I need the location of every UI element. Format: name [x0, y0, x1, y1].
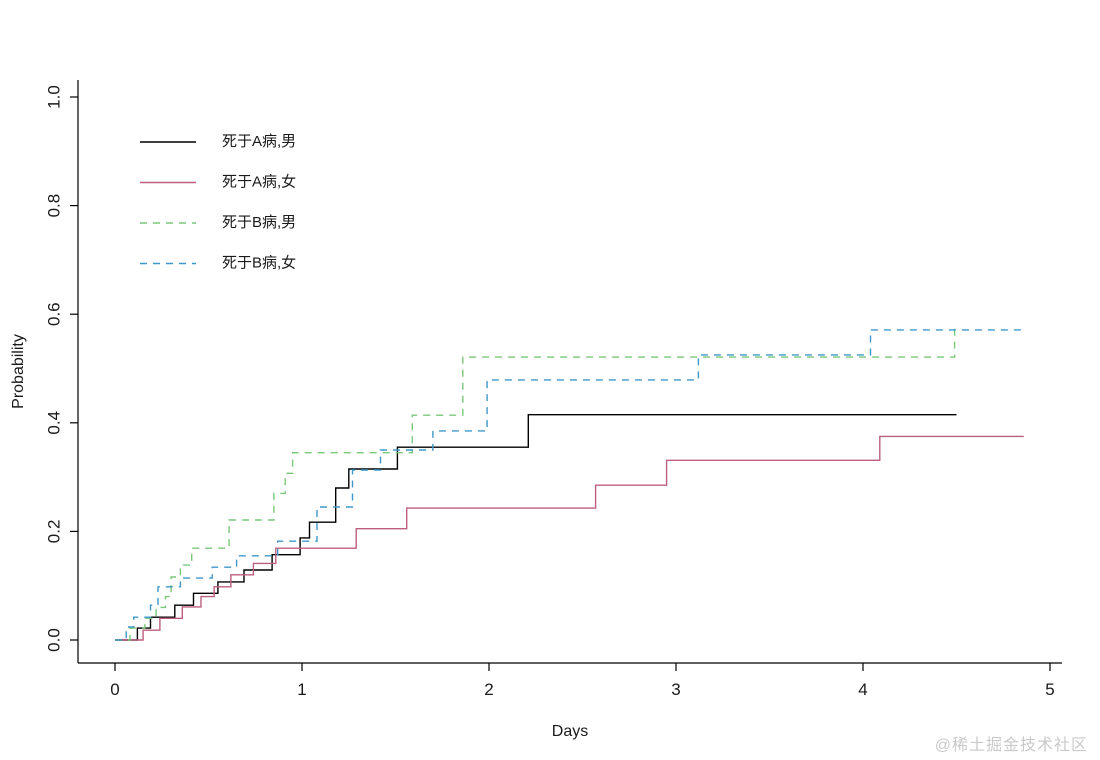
x-tick-label: 4	[858, 680, 867, 699]
y-axis-title: Probability	[10, 334, 27, 409]
legend-label-b-male: 死于B病,男	[222, 214, 296, 231]
legend-label-b-female: 死于B病,女	[222, 253, 296, 271]
y-tick-label: 0.6	[44, 302, 63, 326]
y-tick-label: 0.0	[44, 628, 63, 652]
x-tick-label: 3	[671, 680, 680, 699]
y-tick-label: 0.2	[44, 520, 63, 544]
y-tick-label: 0.4	[44, 411, 63, 435]
curve-a-male	[115, 414, 957, 641]
curve-b-female	[115, 329, 1024, 641]
legend-label-a-female: 死于A病,女	[222, 172, 296, 190]
x-axis-title: Days	[552, 723, 588, 740]
x-tick-label: 5	[1045, 680, 1054, 699]
curve-a-female	[115, 435, 1024, 641]
y-tick-label: 0.8	[44, 194, 63, 218]
x-tick-label: 2	[484, 680, 493, 699]
legend-label-a-male: 死于A病,男	[222, 133, 296, 150]
curve-b-male	[115, 325, 956, 641]
x-tick-label: 1	[297, 680, 306, 699]
watermark: @稀土掘金技术社区	[934, 737, 1088, 754]
x-tick-label: 0	[110, 680, 119, 699]
y-tick-label: 1.0	[44, 85, 63, 109]
